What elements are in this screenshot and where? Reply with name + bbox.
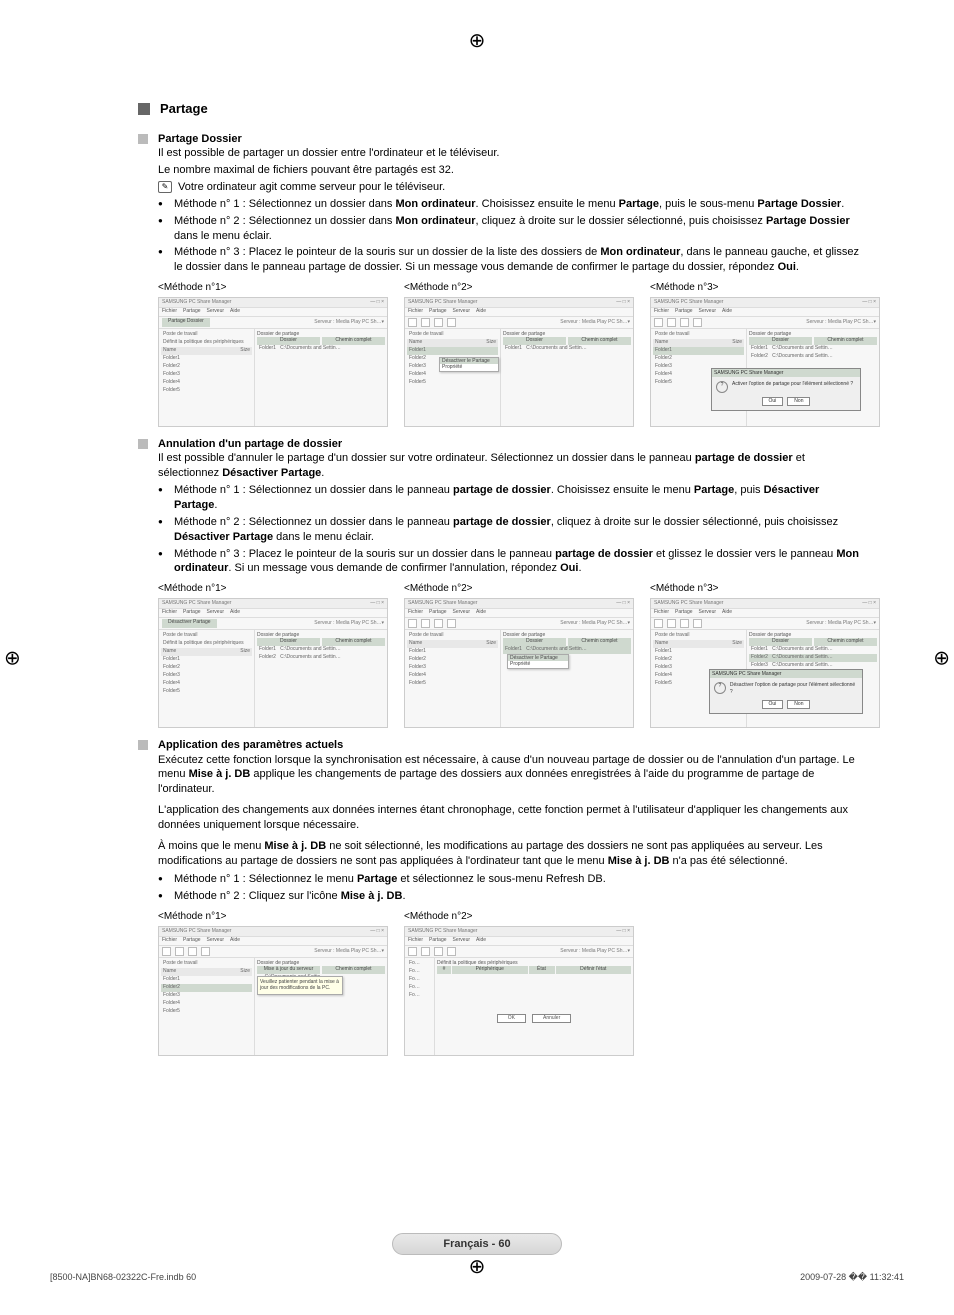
para: L'application des changements aux donnée… xyxy=(158,803,864,833)
method-list: Méthode n° 1 : Sélectionnez le menu Part… xyxy=(158,872,864,904)
subsection-partage-dossier: Partage Dossier xyxy=(138,132,864,147)
register-mark-right: ⊕ xyxy=(933,645,950,670)
register-mark-top: ⊕ xyxy=(469,28,486,53)
screenshot-row-1: <Méthode n°1> SAMSUNG PC Share Manager— … xyxy=(158,281,864,427)
method-label: <Méthode n°2> xyxy=(404,910,634,924)
list-item: Méthode n° 2 : Cliquez sur l'icône Mise … xyxy=(158,889,864,904)
list-item: Méthode n° 2 : Sélectionnez un dossier d… xyxy=(158,214,864,244)
method-label: <Méthode n°2> xyxy=(404,281,634,295)
list-item: Méthode n° 1 : Sélectionnez un dossier d… xyxy=(158,483,864,513)
page-footer: [8500-NA]BN68-02322C-Fre.indb 60 2009-07… xyxy=(50,1272,904,1283)
bar-bullet-icon xyxy=(138,740,148,750)
subsection-annulation: Annulation d'un partage de dossier xyxy=(138,437,864,452)
screenshot: SAMSUNG PC Share Manager— □ × FichierPar… xyxy=(158,926,388,1056)
para: Le nombre maximal de fichiers pouvant êt… xyxy=(158,163,864,178)
list-item: Méthode n° 2 : Sélectionnez un dossier d… xyxy=(158,515,864,545)
para: Exécutez cette fonction lorsque la synch… xyxy=(158,753,864,798)
subsection-title: Annulation d'un partage de dossier xyxy=(158,437,342,452)
subsection-title: Application des paramètres actuels xyxy=(158,738,343,753)
subsection-application: Application des paramètres actuels xyxy=(138,738,864,753)
screenshot-row-2: <Méthode n°1> SAMSUNG PC Share Manager— … xyxy=(158,582,864,728)
method-label: <Méthode n°3> xyxy=(650,582,880,596)
screenshot: SAMSUNG PC Share Manager— □ × FichierPar… xyxy=(404,926,634,1056)
screenshot: SAMSUNG PC Share Manager— □ × FichierPar… xyxy=(404,297,634,427)
screenshot-row-3: <Méthode n°1> SAMSUNG PC Share Manager— … xyxy=(158,910,864,1056)
page-language-badge: Français - 60 xyxy=(392,1233,562,1255)
section-title: Partage xyxy=(160,100,208,118)
note-row: ✎ Votre ordinateur agit comme serveur po… xyxy=(158,180,864,197)
para: Il est possible d'annuler le partage d'u… xyxy=(158,451,864,481)
method-label: <Méthode n°1> xyxy=(158,582,388,596)
footer-left: [8500-NA]BN68-02322C-Fre.indb 60 xyxy=(50,1272,196,1283)
screenshot: SAMSUNG PC Share Manager— □ × FichierPar… xyxy=(404,598,634,728)
method-label: <Méthode n°1> xyxy=(158,910,388,924)
note-icon: ✎ xyxy=(158,181,172,193)
section-heading: Partage xyxy=(138,100,864,118)
subsection-title: Partage Dossier xyxy=(158,132,242,147)
square-bullet-icon xyxy=(138,103,150,115)
method-label: <Méthode n°2> xyxy=(404,582,634,596)
register-mark-left: ⊕ xyxy=(4,645,21,670)
bar-bullet-icon xyxy=(138,134,148,144)
list-item: Méthode n° 3 : Placez le pointeur de la … xyxy=(158,245,864,275)
method-list: Méthode n° 1 : Sélectionnez un dossier d… xyxy=(158,483,864,576)
para: Il est possible de partager un dossier e… xyxy=(158,146,864,161)
screenshot: SAMSUNG PC Share Manager— □ × FichierPar… xyxy=(158,598,388,728)
note-text: Votre ordinateur agit comme serveur pour… xyxy=(178,180,445,195)
para: À moins que le menu Mise à j. DB ne soit… xyxy=(158,839,864,869)
screenshot: SAMSUNG PC Share Manager— □ × FichierPar… xyxy=(650,598,880,728)
method-label: <Méthode n°3> xyxy=(650,281,880,295)
content: Partage Partage Dossier Il est possible … xyxy=(138,100,864,1056)
footer-right: 2009-07-28 �� 11:32:41 xyxy=(800,1272,904,1283)
page: ⊕ ⊕ ⊕ ⊕ Partage Partage Dossier Il est p… xyxy=(0,0,954,1315)
bar-bullet-icon xyxy=(138,439,148,449)
list-item: Méthode n° 1 : Sélectionnez le menu Part… xyxy=(158,872,864,887)
screenshot: SAMSUNG PC Share Manager— □ × FichierPar… xyxy=(650,297,880,427)
method-label: <Méthode n°1> xyxy=(158,281,388,295)
method-list: Méthode n° 1 : Sélectionnez un dossier d… xyxy=(158,197,864,275)
list-item: Méthode n° 3 : Placez le pointeur de la … xyxy=(158,547,864,577)
list-item: Méthode n° 1 : Sélectionnez un dossier d… xyxy=(158,197,864,212)
screenshot: SAMSUNG PC Share Manager— □ × FichierPar… xyxy=(158,297,388,427)
